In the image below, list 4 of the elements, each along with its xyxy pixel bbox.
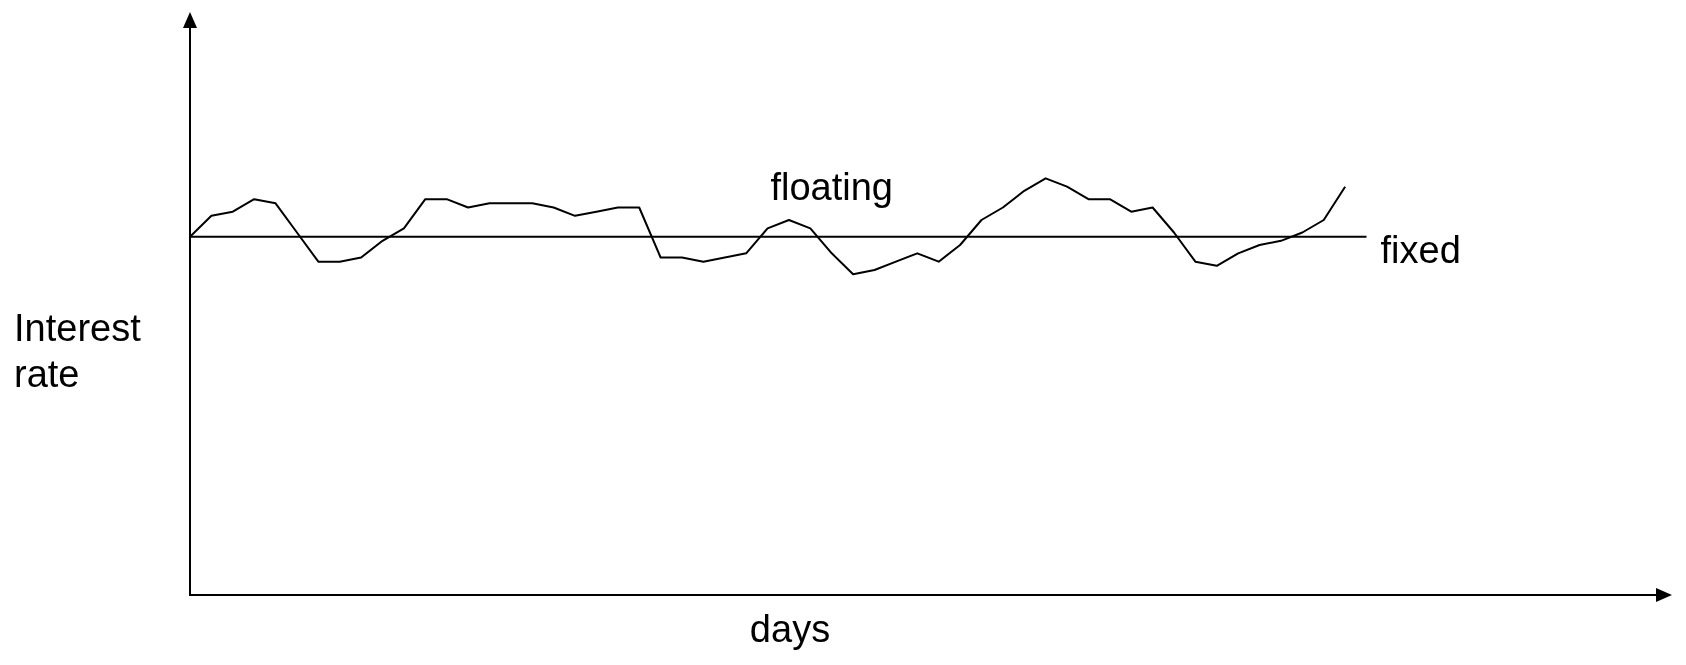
- series-label: floating: [770, 165, 894, 208]
- x-axis-title: days: [749, 608, 831, 651]
- series-label: fixed: [1380, 229, 1461, 272]
- y-axis-title: Interest rate: [14, 306, 142, 395]
